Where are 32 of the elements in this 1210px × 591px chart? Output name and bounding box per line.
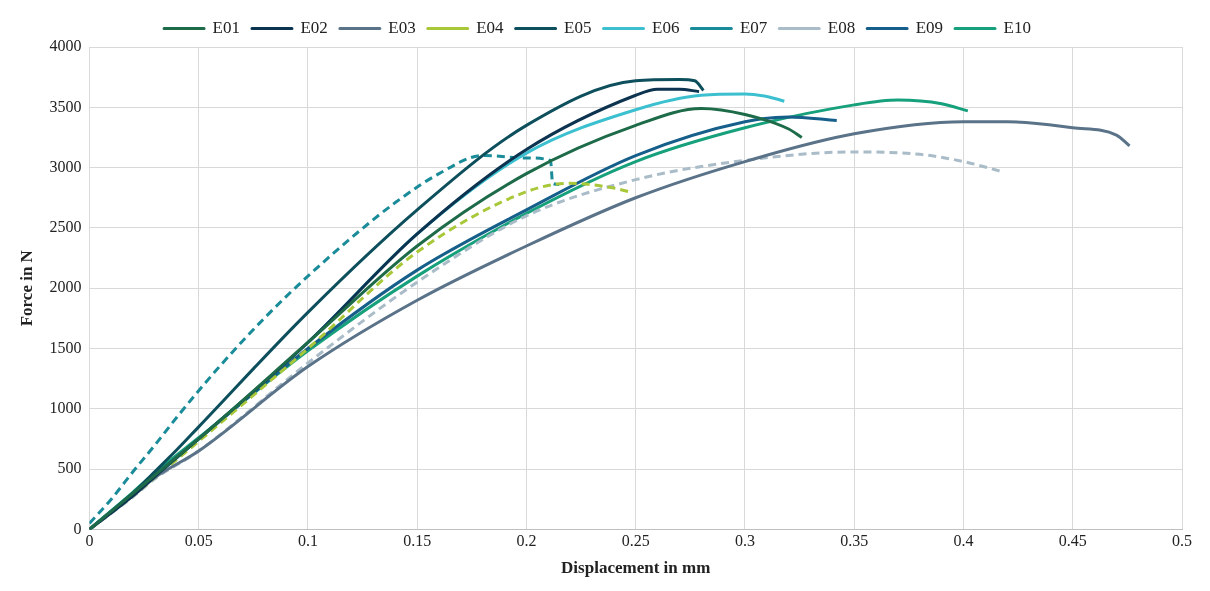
x-tick-label: 0.3 — [734, 532, 755, 550]
x-tick-label: 0.5 — [1172, 532, 1192, 550]
x-axis-title: Displacement in mm — [561, 558, 711, 578]
x-tick-label: 0.45 — [1058, 532, 1087, 550]
x-tick-label: 0.4 — [953, 532, 974, 550]
x-tick-label: 0.15 — [403, 532, 432, 550]
y-tick-label: 1000 — [49, 399, 82, 416]
legend-label: E08 — [827, 17, 856, 37]
legend-label: E07 — [739, 17, 768, 37]
legend-label: E04 — [476, 17, 505, 37]
legend-label: E03 — [388, 17, 416, 37]
x-tick-label: 0.1 — [297, 532, 318, 550]
y-tick-label: 1500 — [49, 338, 82, 356]
y-tick-label: 3000 — [49, 157, 82, 175]
legend-label: E09 — [915, 17, 944, 37]
legend-label: E01 — [212, 17, 240, 37]
y-axis-title: Force in N — [16, 249, 36, 327]
legend-label: E02 — [300, 17, 328, 37]
y-tick-label: 3500 — [49, 97, 82, 115]
y-tick-label: 0 — [73, 519, 82, 537]
x-tick-label: 0.25 — [621, 532, 650, 550]
x-tick-label: 0.2 — [516, 532, 537, 550]
y-tick-label: 2500 — [49, 218, 82, 236]
y-tick-label: 2000 — [49, 278, 82, 296]
x-tick-label: 0.05 — [184, 532, 213, 550]
legend-label: E05 — [564, 17, 592, 37]
y-tick-label: 4000 — [49, 37, 82, 55]
legend-label: E10 — [1003, 17, 1031, 37]
legend-label: E06 — [652, 17, 680, 37]
y-tick-label: 500 — [57, 459, 82, 477]
x-tick-label: 0 — [85, 532, 94, 550]
x-tick-label: 0.35 — [840, 532, 869, 550]
